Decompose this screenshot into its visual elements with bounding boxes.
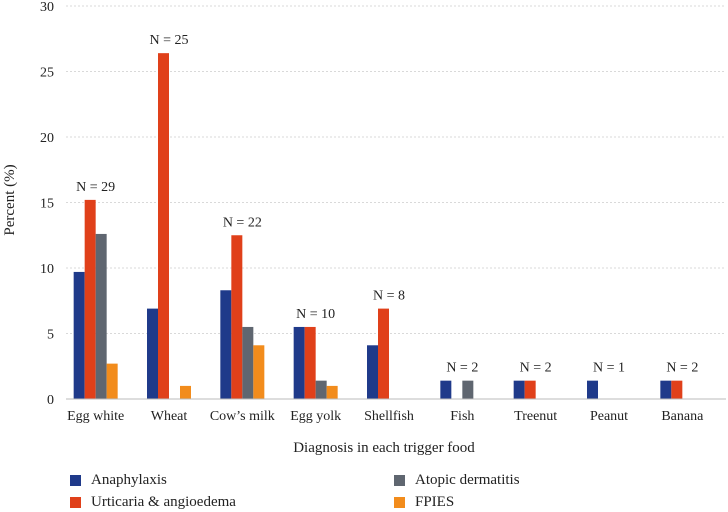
y-axis-title: Percent (%) — [2, 164, 18, 235]
bar-atopic-dermatitis — [95, 233, 107, 399]
n-count-label: N = 10 — [296, 307, 335, 322]
x-axis-title: Diagnosis in each trigger food — [293, 440, 475, 456]
x-tick-label: Treenut — [514, 409, 557, 424]
bar-urticaria-angioedema — [378, 308, 389, 399]
bar-anaphylaxis — [73, 271, 85, 399]
n-count-label: N = 2 — [666, 361, 698, 376]
bar-atopic-dermatitis — [315, 380, 327, 399]
bar-fpies — [106, 363, 118, 399]
x-tick-label: Peanut — [590, 409, 628, 424]
y-tick-label: 30 — [40, 0, 54, 15]
n-count-label: N = 8 — [373, 289, 405, 304]
bar-atopic-dermatitis — [242, 326, 254, 399]
bar-anaphylaxis — [220, 290, 232, 399]
y-tick-label: 15 — [40, 197, 54, 212]
bar-fpies — [326, 385, 338, 399]
x-axis-ticks: Egg white Wheat Cow’s milk Egg yolk Shellfis… — [67, 409, 704, 424]
bar-anaphylaxis — [513, 380, 525, 399]
x-tick-label: Banana — [661, 409, 704, 424]
n-labels: N = 29 N = 25 N = 22 N = 10 N = 8 N = 2 N = 2 N… — [76, 33, 698, 376]
y-tick-label: 20 — [40, 131, 54, 146]
x-tick-label: Egg yolk — [290, 409, 341, 424]
bar-atopic-dermatitis — [462, 380, 474, 399]
y-axis-ticks: 0 5 10 15 20 25 30 — [40, 0, 54, 408]
n-count-label: N = 22 — [223, 215, 262, 230]
n-count-label: N = 29 — [76, 180, 115, 195]
bar-urticaria-angioedema — [84, 199, 96, 399]
x-tick-label: Shellfish — [364, 409, 414, 424]
y-tick-label: 10 — [40, 262, 54, 277]
bar-anaphylaxis — [587, 380, 598, 399]
x-tick-label: Wheat — [151, 409, 188, 424]
bar-fpies — [180, 385, 191, 399]
gridlines — [66, 5, 726, 334]
bars — [73, 53, 683, 399]
bar-urticaria-angioedema — [304, 326, 316, 399]
bar-anaphylaxis — [367, 345, 378, 399]
bar-urticaria-angioedema — [671, 380, 683, 399]
bar-anaphylaxis — [660, 380, 672, 399]
bar-urticaria-angioedema — [158, 53, 169, 399]
y-tick-label: 5 — [47, 328, 54, 343]
x-tick-label: Egg white — [67, 409, 124, 424]
n-count-label: N = 25 — [149, 33, 188, 48]
n-count-label: N = 1 — [593, 361, 625, 376]
x-tick-label: Fish — [450, 409, 474, 424]
bar-urticaria-angioedema — [524, 380, 536, 399]
y-tick-label: 0 — [47, 393, 54, 408]
bar-urticaria-angioedema — [231, 235, 243, 399]
y-tick-label: 25 — [40, 66, 54, 81]
bar-anaphylaxis — [293, 326, 305, 399]
bar-anaphylaxis — [440, 380, 452, 399]
n-count-label: N = 2 — [520, 361, 552, 376]
x-tick-label: Cow’s milk — [210, 409, 275, 424]
bar-anaphylaxis — [147, 308, 158, 399]
n-count-label: N = 2 — [446, 361, 478, 376]
bar-fpies — [253, 345, 265, 399]
